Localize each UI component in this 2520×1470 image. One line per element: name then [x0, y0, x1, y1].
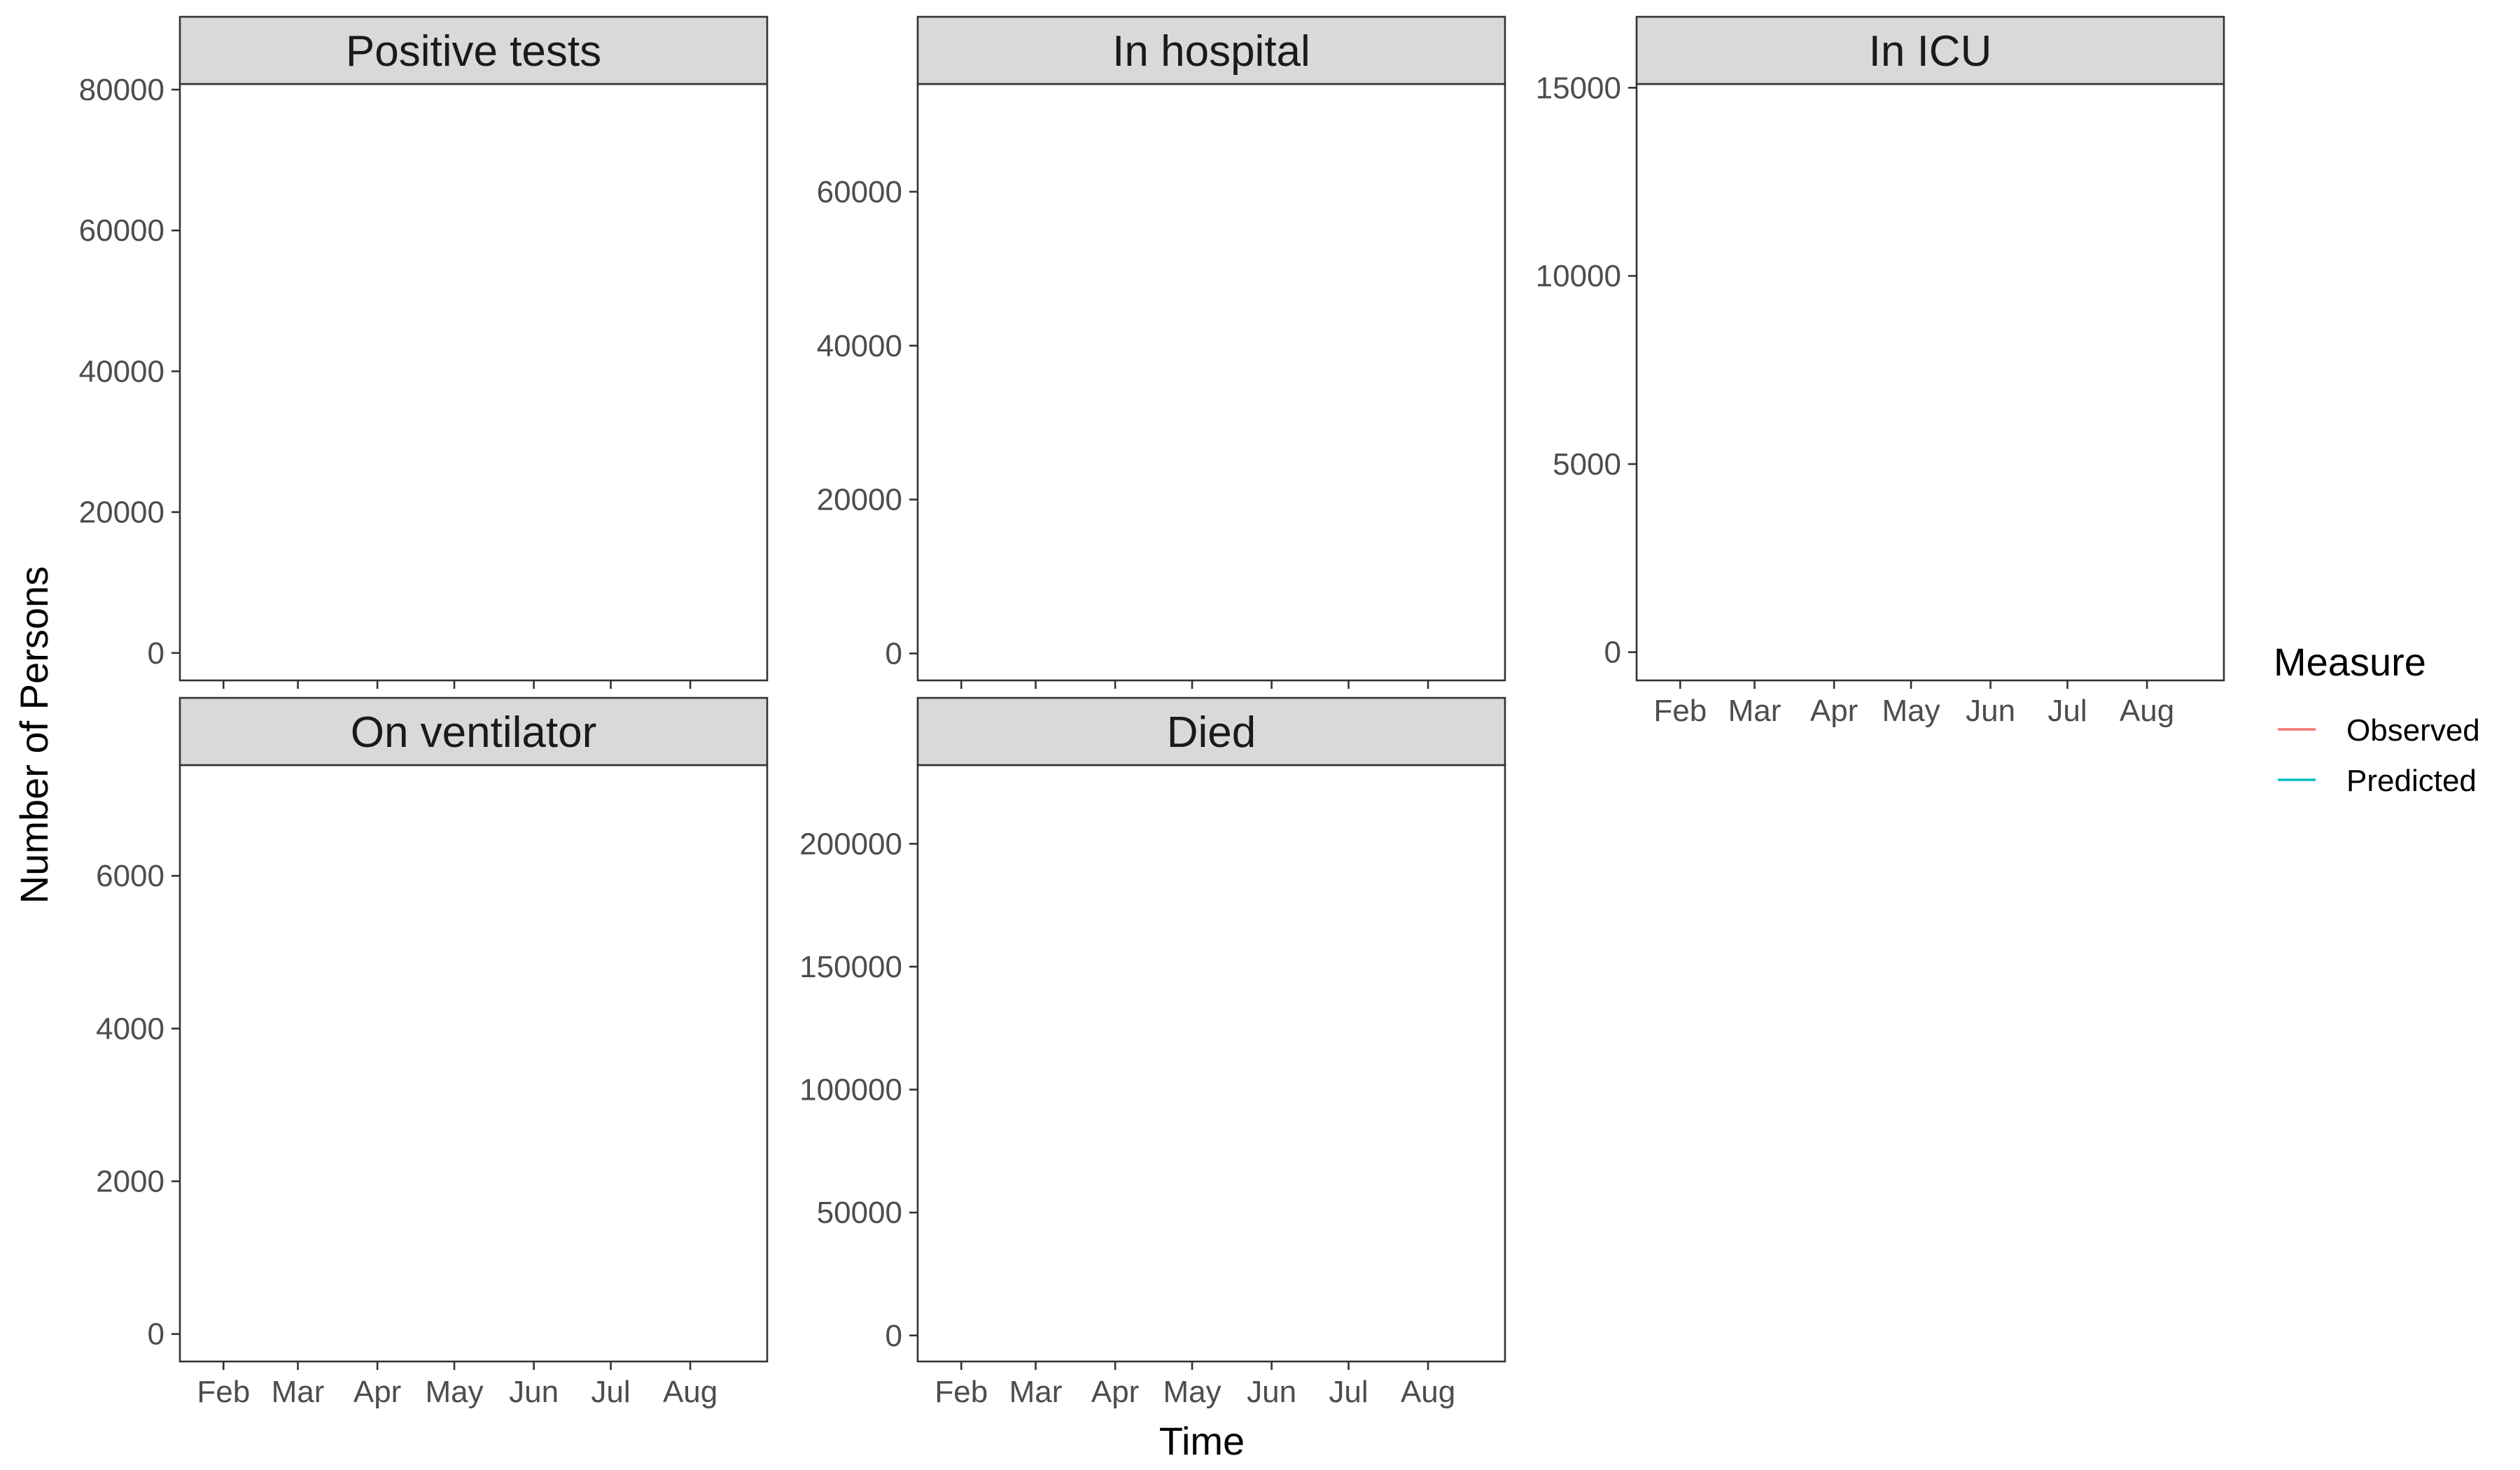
x-axis-title: Time: [1159, 1419, 1245, 1463]
x-tick-label: May: [1163, 1375, 1221, 1409]
y-tick-label: 6000: [96, 859, 164, 893]
x-tick-label: Apr: [354, 1375, 401, 1409]
x-tick-label: Jul: [2047, 694, 2087, 728]
y-tick-label: 0: [886, 637, 902, 671]
facet-title: On ventilator: [351, 708, 597, 757]
x-tick-label: Apr: [1810, 694, 1858, 728]
x-tick-label: Apr: [1091, 1375, 1139, 1409]
y-tick-label: 80000: [79, 73, 164, 107]
y-tick-label: 2000: [96, 1165, 164, 1199]
x-tick-label: Feb: [1653, 694, 1707, 728]
x-tick-label: May: [1882, 694, 1940, 728]
facet-strip: [916, 696, 1506, 766]
y-tick-label: 0: [886, 1319, 902, 1353]
y-tick-label: 100000: [799, 1073, 902, 1107]
x-tick-label: Feb: [197, 1375, 250, 1409]
panel-in-hospital: In hospital 0 20000 40000 60000: [817, 15, 1506, 689]
y-tick-label: 0: [148, 636, 164, 671]
legend-title: Measure: [2274, 640, 2426, 684]
legend-label-predicted: Predicted: [2346, 764, 2477, 798]
y-tick-label: 60000: [79, 214, 164, 248]
y-axis-title: Number of Persons: [12, 566, 56, 904]
facet-strip: [1635, 15, 2225, 85]
x-tick-label: Mar: [1009, 1375, 1063, 1409]
facet-strip: [178, 15, 769, 85]
panel-positive-tests: Positive tests 0 20000 40000 60000 80000: [79, 15, 769, 689]
panel-border: [916, 764, 1506, 1363]
panel-border: [178, 764, 769, 1363]
x-tick-label: Jun: [509, 1375, 559, 1409]
x-tick-label: Mar: [1728, 694, 1782, 728]
y-tick-label: 60000: [817, 175, 902, 209]
panel-border: [916, 83, 1506, 682]
y-tick-label: 10000: [1536, 259, 1621, 293]
y-tick-label: 20000: [79, 496, 164, 530]
y-tick-label: 40000: [817, 329, 902, 363]
x-tick-label: Aug: [663, 1375, 718, 1409]
y-tick-label: 40000: [79, 354, 164, 388]
y-tick-label: 150000: [799, 950, 902, 984]
x-tick-label: Mar: [272, 1375, 325, 1409]
x-tick-label: Aug: [1401, 1375, 1455, 1409]
facet-strip: [916, 15, 1506, 85]
x-tick-label: Jul: [591, 1375, 630, 1409]
y-tick-label: 4000: [96, 1011, 164, 1046]
x-tick-label: Jun: [1247, 1375, 1296, 1409]
x-tick-label: Jun: [1966, 694, 2015, 728]
y-tick-label: 0: [1604, 636, 1621, 670]
panel-on-ventilator: On ventilator 0 2000 4000 6000 Feb Mar Apr May Ju…: [96, 696, 769, 1409]
y-tick-label: 5000: [1553, 447, 1621, 482]
y-tick-label: 200000: [799, 827, 902, 861]
legend: Measure Observed Predicted: [2274, 640, 2480, 798]
x-tick-label: Feb: [934, 1375, 988, 1409]
y-tick-label: 20000: [817, 483, 902, 517]
y-tick-label: 15000: [1536, 71, 1621, 105]
panel-in-icu: In ICU 0 5000 10000 15000 Feb Mar Apr May Jun Jul A…: [1536, 15, 2225, 728]
y-tick-label: 0: [148, 1317, 164, 1352]
facet-title: Died: [1167, 708, 1256, 757]
x-tick-label: Jul: [1329, 1375, 1368, 1409]
legend-label-observed: Observed: [2346, 713, 2480, 748]
facet-title: In ICU: [1869, 27, 1992, 76]
y-tick-label: 50000: [817, 1196, 902, 1230]
facet-title: Positive tests: [346, 27, 601, 76]
facet-title: In hospital: [1112, 27, 1310, 76]
x-tick-label: Aug: [2120, 694, 2174, 728]
x-tick-label: May: [425, 1375, 483, 1409]
facet-strip: [178, 696, 769, 766]
panel-border: [1635, 83, 2225, 682]
panel-border: [178, 83, 769, 682]
panel-died: Died 0 50000 100000 150000 200000 Feb Mar Apr May…: [799, 696, 1506, 1409]
